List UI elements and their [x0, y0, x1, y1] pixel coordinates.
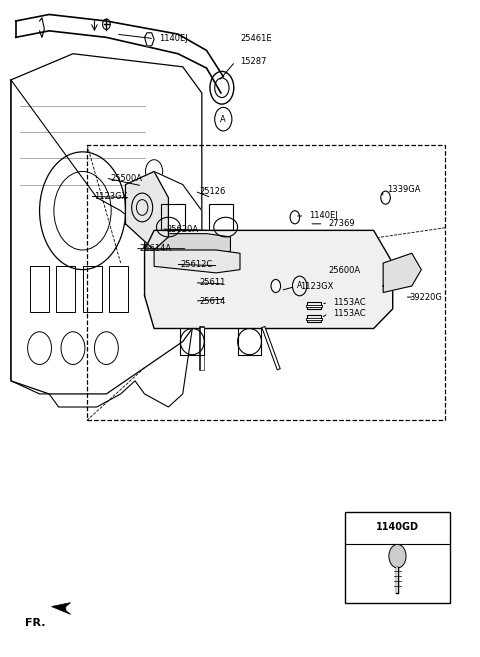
Text: 1153AC: 1153AC	[333, 298, 366, 307]
Text: 15287: 15287	[240, 57, 266, 66]
Text: FR.: FR.	[25, 618, 46, 628]
Polygon shape	[154, 250, 240, 273]
Polygon shape	[383, 253, 421, 292]
Polygon shape	[144, 33, 154, 46]
Text: 25614: 25614	[199, 296, 226, 306]
Text: 1140GD: 1140GD	[376, 522, 419, 532]
Text: 25600A: 25600A	[328, 267, 360, 275]
Bar	[345, 512, 450, 603]
Text: A: A	[220, 115, 226, 124]
Text: 1123GX: 1123GX	[300, 282, 333, 291]
Text: 1123GX: 1123GX	[95, 192, 128, 201]
Text: 1140EJ: 1140EJ	[159, 34, 188, 43]
Text: 1339GA: 1339GA	[387, 185, 420, 194]
Bar	[109, 266, 128, 312]
Text: 25126: 25126	[199, 187, 226, 196]
Polygon shape	[135, 171, 202, 276]
Polygon shape	[51, 602, 71, 614]
Bar	[30, 266, 49, 312]
Bar	[83, 266, 102, 312]
Text: 25620A: 25620A	[166, 225, 198, 233]
Circle shape	[271, 279, 281, 292]
Bar	[307, 315, 321, 322]
Circle shape	[290, 211, 300, 224]
Bar	[87, 145, 445, 420]
Circle shape	[389, 545, 406, 568]
Circle shape	[381, 191, 390, 204]
Polygon shape	[125, 171, 168, 250]
Text: 25612C: 25612C	[180, 260, 213, 269]
Text: 27369: 27369	[328, 219, 355, 229]
Text: 1153AC: 1153AC	[333, 309, 366, 318]
Text: 1140EJ: 1140EJ	[309, 212, 338, 221]
Text: 25611: 25611	[199, 278, 226, 287]
Polygon shape	[144, 231, 393, 328]
Text: 39220G: 39220G	[409, 292, 442, 302]
Text: A: A	[297, 281, 302, 290]
Text: 25614A: 25614A	[140, 244, 172, 253]
Text: 25500A: 25500A	[110, 173, 142, 183]
Text: 25461E: 25461E	[240, 34, 272, 43]
Bar	[307, 302, 321, 309]
Polygon shape	[144, 234, 230, 253]
Bar	[56, 266, 75, 312]
